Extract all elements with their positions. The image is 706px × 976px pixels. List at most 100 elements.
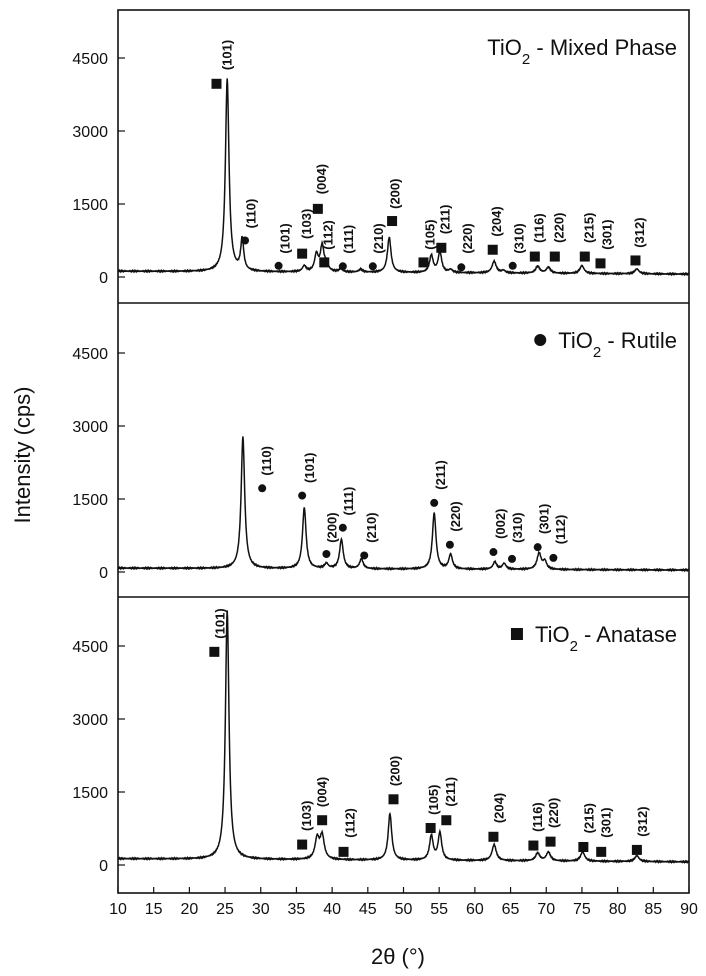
anatase-peak-marker xyxy=(387,216,398,227)
rutile-peak-marker xyxy=(274,261,283,270)
xrd-pattern-line xyxy=(117,610,690,865)
axes-layer: 10 15 20 25 30 35 40 45 50 55 60 65 70 75 80 85 90 xyxy=(109,9,698,918)
y-axis-title: Intensity (cps) xyxy=(10,387,35,524)
peak-label: (301) xyxy=(599,219,614,249)
anatase-peak-marker xyxy=(209,646,220,657)
rutile-peak-marker xyxy=(258,484,267,493)
rutile-peak-marker xyxy=(338,523,347,532)
rutile-peak-marker xyxy=(507,554,516,563)
peak-label: (112) xyxy=(553,515,568,545)
anatase-peak-marker xyxy=(545,836,556,847)
y-tick-label: 3000 xyxy=(72,419,108,436)
peak-label: (200) xyxy=(325,512,340,542)
peak-label: (101) xyxy=(213,608,228,638)
panel-title: TiO2 - Anatase xyxy=(510,622,677,655)
peak-label: (204) xyxy=(489,206,504,236)
anatase-peak-marker xyxy=(487,244,498,255)
peak-label: (116) xyxy=(532,213,547,243)
x-tick-label: 60 xyxy=(466,901,484,918)
peak-label: (112) xyxy=(320,220,335,250)
anatase-peak-marker xyxy=(631,844,642,855)
peak-label: (111) xyxy=(341,225,356,254)
peak-label: (101) xyxy=(220,40,235,70)
y-tick-label: 4500 xyxy=(72,639,108,656)
peak-label: (210) xyxy=(371,223,386,253)
rutile-peak-marker xyxy=(241,236,250,245)
panel-title-text: TiO2 - Mixed Phase xyxy=(487,35,677,68)
peak-label: (101) xyxy=(278,223,293,253)
x-tick-label: 55 xyxy=(430,901,448,918)
y-tick-label: 3000 xyxy=(72,124,108,141)
peak-label: (111) xyxy=(341,487,356,516)
title-main: TiO xyxy=(558,328,593,353)
anatase-peak-marker xyxy=(317,815,328,826)
anatase-peak-marker xyxy=(596,846,607,857)
peak-label: (004) xyxy=(314,164,329,194)
x-tick-label: 35 xyxy=(288,901,306,918)
anatase-peak-marker xyxy=(549,251,560,262)
peak-label: (312) xyxy=(635,806,650,836)
peak-label: (301) xyxy=(537,504,552,534)
rutile-peak-marker xyxy=(298,491,307,500)
anatase-peak-marker xyxy=(388,794,399,805)
title-rest: - Rutile xyxy=(601,328,677,353)
rutile-peak-marker xyxy=(508,261,517,270)
y-tick-label: 4500 xyxy=(72,346,108,363)
panel-title: TiO2 - Mixed Phase xyxy=(487,35,677,68)
peak-label: (215) xyxy=(582,213,597,243)
x-tick-label: 80 xyxy=(609,901,627,918)
x-tick-label: 50 xyxy=(395,901,413,918)
peak-label: (310) xyxy=(510,512,525,542)
peak-label: (200) xyxy=(387,179,402,209)
panel-title: TiO2 - Rutile xyxy=(534,328,677,361)
title-main: TiO xyxy=(487,35,522,60)
y-tick-label: 1500 xyxy=(72,197,108,214)
anatase-peak-marker xyxy=(297,839,308,850)
panel-1: 0 1500 3000 4500 TiO2 - Mixed Phase (101) (110… xyxy=(72,35,690,287)
title-subscript: 2 xyxy=(593,344,601,361)
y-tick-label: 0 xyxy=(99,270,108,287)
rutile-peak-marker xyxy=(489,548,498,557)
legend-circle-marker xyxy=(534,334,547,346)
title-subscript: 2 xyxy=(570,638,578,655)
xrd-pattern-line xyxy=(117,436,690,573)
anatase-peak-marker xyxy=(297,248,308,259)
panels-layer: 0 1500 3000 4500 TiO2 - Mixed Phase (101) (110… xyxy=(72,35,690,875)
rutile-peak-marker xyxy=(549,553,558,562)
peak-label: (002) xyxy=(493,509,508,539)
anatase-peak-marker xyxy=(312,203,323,214)
x-tick-label: 65 xyxy=(502,901,520,918)
x-tick-label: 10 xyxy=(109,901,127,918)
rutile-peak-marker xyxy=(445,540,454,549)
peak-label: (110) xyxy=(259,446,274,476)
peak-label: (211) xyxy=(433,460,448,490)
x-tick-label: 30 xyxy=(252,901,270,918)
panel-title-text: TiO2 - Rutile xyxy=(558,328,677,361)
y-tick-label: 0 xyxy=(99,858,108,875)
peak-label: (215) xyxy=(582,803,597,833)
y-tick-label: 1500 xyxy=(72,492,108,509)
y-tick-label: 3000 xyxy=(72,712,108,729)
peak-label: (105) xyxy=(426,785,441,815)
anatase-peak-marker xyxy=(578,841,589,852)
peak-label: (211) xyxy=(437,205,452,235)
x-tick-label: 75 xyxy=(573,901,591,918)
panel-2: 0 1500 3000 4500 TiO2 - Rutile (110) (101) (200… xyxy=(72,328,690,582)
anatase-peak-marker xyxy=(488,831,499,842)
y-tick-label: 4500 xyxy=(72,51,108,68)
peak-label: (220) xyxy=(546,798,561,828)
title-subscript: 2 xyxy=(522,51,530,68)
x-tick-label: 70 xyxy=(537,901,555,918)
rutile-peak-marker xyxy=(338,262,347,271)
x-tick-label: 90 xyxy=(680,901,698,918)
x-tick-label: 20 xyxy=(180,901,198,918)
anatase-peak-marker xyxy=(436,242,447,253)
peak-label: (210) xyxy=(364,512,379,542)
rutile-peak-marker xyxy=(457,263,466,272)
rutile-peak-marker xyxy=(533,543,542,552)
legend-square-marker xyxy=(510,628,523,640)
rutile-peak-marker xyxy=(360,551,369,560)
x-tick-label: 85 xyxy=(644,901,662,918)
peak-label: (220) xyxy=(448,501,463,531)
